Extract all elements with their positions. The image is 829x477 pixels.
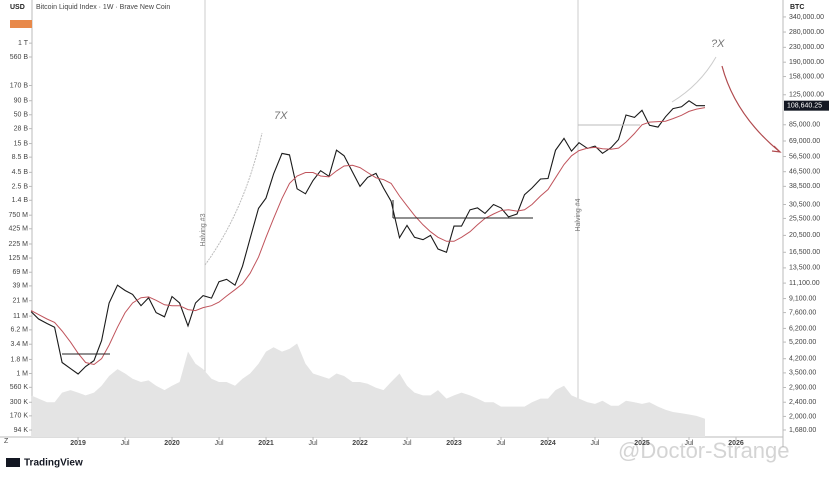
- watermark: @Doctor-Strange: [618, 438, 790, 463]
- last-value-box: [784, 100, 829, 111]
- y-tick-label: 1.4 B: [12, 197, 29, 204]
- y-tick-label: 560 B: [10, 54, 29, 61]
- y-tick-label: 8.5 B: [12, 154, 29, 161]
- y-tick-label: 170 K: [10, 413, 29, 420]
- right-axis-label: BTC: [790, 4, 804, 11]
- x-tick-label: Jul: [685, 440, 694, 447]
- y-tick-label: 4.5 B: [12, 169, 29, 176]
- y-tick-label: 39 M: [12, 283, 28, 290]
- y2-tick-label: 2,900.00: [789, 384, 816, 391]
- y2-tick-label: 190,000.00: [789, 59, 824, 66]
- y-tick-label: 560 K: [10, 384, 29, 391]
- y-tick-label: 21 M: [12, 298, 28, 305]
- y2-tick-label: 20,500.00: [789, 232, 820, 239]
- y2-tick-label: 1,680.00: [789, 427, 816, 434]
- y2-tick-label: 11,100.00: [789, 280, 820, 287]
- y-tick-label: 50 B: [14, 112, 29, 119]
- y-tick-label: 170 B: [10, 82, 29, 89]
- y2-tick-label: 6,200.00: [789, 325, 816, 332]
- y-tick-label: 300 K: [10, 399, 29, 406]
- projection-arrow: [671, 56, 717, 103]
- last-value-label: 108,640.25: [787, 103, 822, 110]
- y2-tick-label: 16,500.00: [789, 249, 820, 256]
- y-tick-label: 750 M: [9, 212, 29, 219]
- x-tick-label: 2023: [446, 440, 462, 447]
- y2-tick-label: 2,400.00: [789, 399, 816, 406]
- y2-tick-label: 9,100.00: [789, 295, 816, 302]
- arrow-head: [771, 145, 782, 153]
- y-tick-label: 1.8 M: [10, 356, 28, 363]
- axis-highlight: [10, 20, 32, 28]
- y-tick-label: 425 M: [9, 226, 29, 233]
- y2-tick-label: 46,500.00: [789, 169, 820, 176]
- y2-tick-label: 280,000.00: [789, 29, 824, 36]
- projection-arrow: [721, 65, 781, 153]
- y2-tick-label: 158,000.00: [789, 73, 824, 80]
- y-tick-label: 28 B: [14, 125, 29, 132]
- x-tick-label: Jul: [309, 440, 318, 447]
- y2-tick-label: 5,200.00: [789, 339, 816, 346]
- x-tick-label: 2020: [164, 440, 180, 447]
- y-tick-label: 15 B: [14, 140, 29, 147]
- y-tick-label: 2.5 B: [12, 183, 29, 190]
- y-tick-label: 125 M: [9, 255, 29, 262]
- y2-tick-label: 230,000.00: [789, 44, 824, 51]
- x-tick-label: Jul: [591, 440, 600, 447]
- y2-tick-label: 340,000.00: [789, 14, 824, 21]
- line: [30, 107, 706, 366]
- y2-tick-label: 2,000.00: [789, 413, 816, 420]
- y2-tick-label: 38,500.00: [789, 183, 820, 190]
- y2-tick-label: 30,500.00: [789, 201, 820, 208]
- brand-logo: [6, 458, 20, 467]
- left-axis-label: USD: [10, 4, 25, 11]
- y2-tick-label: 3,500.00: [789, 370, 816, 377]
- line: [30, 100, 705, 375]
- y-tick-label: 3.4 M: [10, 341, 28, 348]
- y2-tick-label: 13,500.00: [789, 265, 820, 272]
- chart-title: Bitcoin Liquid Index · 1W · Brave New Co…: [36, 4, 170, 11]
- brand: TradingView: [24, 458, 83, 469]
- x-tick-label: 2021: [258, 440, 274, 447]
- y-tick-label: 6.2 M: [10, 327, 28, 334]
- y2-tick-label: 56,500.00: [789, 153, 820, 160]
- y2-tick-label: 85,000.00: [789, 122, 820, 129]
- y-tick-label: 225 M: [9, 241, 29, 248]
- annotation: 7X: [274, 110, 288, 122]
- x-tick-label: 2026: [728, 440, 744, 447]
- corner-label: Z: [4, 438, 9, 445]
- area: [31, 343, 706, 437]
- x-tick-label: 2025: [634, 440, 650, 447]
- y-tick-label: 69 M: [12, 269, 28, 276]
- x-tick-label: Jul: [497, 440, 506, 447]
- x-tick-label: Jul: [215, 440, 224, 447]
- y-tick-label: 1 M: [16, 370, 28, 377]
- y2-tick-label: 7,600.00: [789, 309, 816, 316]
- x-tick-label: Jul: [403, 440, 412, 447]
- y-tick-label: 90 B: [14, 98, 29, 105]
- annotation: Halving #4: [575, 198, 582, 231]
- y-tick-label: 94 K: [14, 427, 29, 434]
- x-tick-label: 2019: [70, 440, 86, 447]
- y2-tick-label: 69,000.00: [789, 138, 820, 145]
- annotation: ?X: [711, 38, 725, 50]
- x-tick-label: 2024: [540, 440, 556, 447]
- y-tick-label: 11 M: [13, 313, 28, 320]
- annotation: Halving #3: [200, 213, 207, 246]
- y-tick-label: 1 T: [18, 40, 29, 47]
- projection-arrow: [204, 132, 263, 266]
- x-tick-label: Jul: [121, 440, 130, 447]
- plot: [30, 100, 706, 437]
- y2-tick-label: 25,500.00: [789, 215, 820, 222]
- x-tick-label: 2022: [352, 440, 368, 447]
- y2-tick-label: 4,200.00: [789, 356, 816, 363]
- y2-tick-label: 125,000.00: [789, 92, 824, 99]
